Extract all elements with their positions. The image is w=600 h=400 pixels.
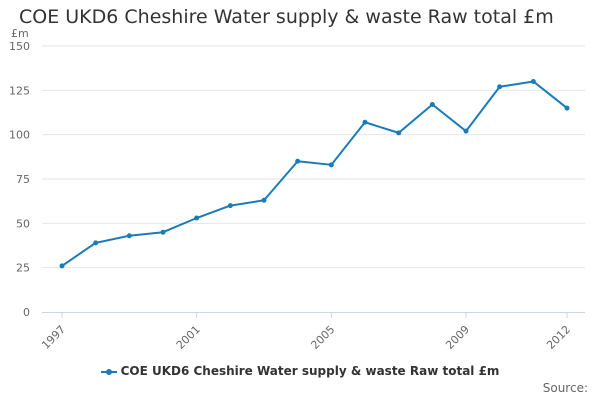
data-point[interactable] [362, 119, 368, 125]
data-point[interactable] [530, 78, 536, 84]
series-group [59, 78, 570, 269]
x-tick-label: 2009 [443, 323, 472, 352]
legend-marker-swatch [105, 368, 112, 375]
x-tick-label: 2001 [174, 323, 203, 352]
data-point[interactable] [194, 215, 200, 221]
y-axis-labels: 0 25 50 75 100 125 150 [9, 40, 30, 319]
data-point[interactable] [497, 84, 503, 90]
x-axis [42, 312, 585, 318]
grid-lines [42, 45, 585, 269]
data-point[interactable] [295, 158, 301, 164]
y-axis-unit-label: £m [11, 27, 29, 40]
chart-title: COE UKD6 Cheshire Water supply & waste R… [19, 6, 554, 28]
y-tick-label: 25 [16, 262, 30, 275]
source-credit: Source: [542, 381, 588, 395]
series-line[interactable] [61, 80, 568, 267]
x-tick-label: 2012 [544, 323, 573, 352]
y-tick-label: 50 [16, 217, 30, 230]
data-point[interactable] [227, 203, 233, 209]
data-point[interactable] [328, 162, 334, 168]
y-tick-label: 150 [9, 40, 30, 53]
data-point[interactable] [261, 197, 267, 203]
legend[interactable]: COE UKD6 Cheshire Water supply & waste R… [0, 364, 600, 378]
data-point[interactable] [396, 130, 402, 136]
legend-symbol [100, 367, 117, 377]
y-tick-label: 100 [9, 129, 30, 142]
y-tick-label: 125 [9, 84, 30, 97]
legend-label: COE UKD6 Cheshire Water supply & waste R… [120, 364, 500, 378]
x-tick-label: 2005 [308, 323, 337, 352]
data-point[interactable] [463, 128, 469, 134]
data-point[interactable] [160, 229, 166, 235]
y-tick-label: 0 [23, 306, 30, 319]
data-point[interactable] [93, 240, 99, 246]
x-axis-labels: 1997 2001 2005 2009 2012 [39, 323, 573, 352]
data-point[interactable] [564, 105, 570, 111]
y-tick-label: 75 [16, 173, 30, 186]
x-tick-label: 1997 [39, 323, 68, 352]
data-point[interactable] [126, 233, 132, 239]
data-point[interactable] [429, 102, 435, 108]
data-point[interactable] [59, 263, 65, 269]
